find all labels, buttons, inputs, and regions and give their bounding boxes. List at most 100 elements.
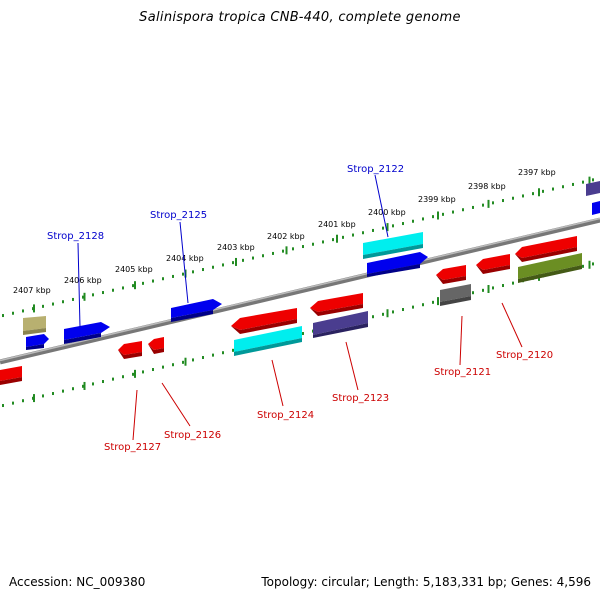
scale-dot <box>292 247 294 251</box>
gene-strop-2127[interactable] <box>118 341 142 355</box>
scale-dot <box>512 281 514 285</box>
scale-dot <box>82 384 84 388</box>
scale-dot <box>412 305 414 309</box>
gene-strop-2120[interactable] <box>518 253 582 279</box>
scale-dot <box>92 293 94 297</box>
scale-major-tick <box>538 188 540 197</box>
scale-dot <box>402 222 404 226</box>
scale-dot <box>122 375 124 379</box>
scale-dot <box>52 302 54 306</box>
scale-dot <box>172 274 174 278</box>
scale-dot <box>12 311 14 315</box>
scale-dot <box>332 238 334 242</box>
scale-dot <box>502 284 504 288</box>
accession-text: Accession: NC_009380 <box>9 575 146 589</box>
scale-major-tick <box>437 211 439 220</box>
gene-red[interactable] <box>231 308 297 330</box>
scale-major-tick <box>588 260 591 269</box>
scale-dot <box>482 288 484 292</box>
gene-red[interactable] <box>0 366 22 381</box>
scale-dot <box>512 196 514 200</box>
scale-dot <box>42 394 44 398</box>
gene-red[interactable] <box>310 293 363 312</box>
scale-dot <box>382 226 384 230</box>
scale-dot <box>152 279 154 283</box>
scale-dot <box>132 284 134 288</box>
gene-strop-2122[interactable] <box>363 232 423 255</box>
gene-label-strop-2125: Strop_2125 <box>150 210 207 221</box>
gene-strop-2126[interactable] <box>148 337 164 350</box>
gene-blue[interactable] <box>592 201 600 215</box>
scale-dot <box>422 303 424 307</box>
gene-blue[interactable] <box>26 334 49 347</box>
scale-dot <box>122 286 124 290</box>
scale-dot <box>182 272 184 276</box>
scale-dot <box>192 358 194 362</box>
scale-dot <box>192 270 194 274</box>
scale-dot <box>202 356 204 360</box>
scale-dot <box>562 185 564 189</box>
kbp-label: 2402 kbp <box>267 232 305 241</box>
scale-dot <box>142 370 144 374</box>
scale-dot <box>392 310 394 314</box>
scale-dot <box>212 353 214 357</box>
gene-label-strop-2121: Strop_2121 <box>434 367 491 378</box>
gene-khaki[interactable] <box>23 316 46 331</box>
scale-dot <box>2 404 4 408</box>
kbp-label: 2406 kbp <box>64 276 102 285</box>
kbp-label: 2401 kbp <box>318 220 356 229</box>
gene-red[interactable] <box>436 265 466 280</box>
scale-dot <box>302 332 304 336</box>
gene-label-strop-2127: Strop_2127 <box>104 442 161 453</box>
scale-dot <box>142 281 144 285</box>
gene-blue[interactable] <box>367 252 428 274</box>
scale-dot <box>2 314 4 318</box>
scale-dot <box>82 295 84 299</box>
gene-label-strop-2123: Strop_2123 <box>332 393 389 404</box>
scale-dot <box>232 348 234 352</box>
scale-dot <box>272 251 274 255</box>
scale-major-tick <box>134 369 136 378</box>
scale-dot <box>592 178 594 182</box>
scale-dot <box>282 249 284 253</box>
scale-track-top <box>2 176 594 318</box>
scale-dot <box>582 264 584 268</box>
scale-dot <box>232 261 234 265</box>
kbp-label: 2405 kbp <box>115 265 153 274</box>
scale-major-tick <box>487 199 490 208</box>
scale-dot <box>422 217 424 221</box>
gene-red[interactable] <box>515 236 577 258</box>
scale-major-tick <box>184 357 187 366</box>
scale-dot <box>582 180 584 184</box>
scale-dot <box>492 201 494 205</box>
scale-dot <box>492 286 494 290</box>
scale-dot <box>62 389 64 393</box>
scale-major-tick <box>33 394 35 403</box>
scale-dot <box>592 262 594 266</box>
gene-red[interactable] <box>476 254 510 270</box>
scale-major-tick <box>386 309 389 318</box>
gene-strop-2123[interactable] <box>313 311 368 335</box>
scale-dot <box>102 380 104 384</box>
gene-strop-2128[interactable] <box>64 322 110 340</box>
scale-dot <box>162 277 164 281</box>
scale-dot <box>572 182 574 186</box>
kbp-label: 2403 kbp <box>217 243 255 252</box>
gene-strop-2124[interactable] <box>234 326 302 352</box>
scale-dot <box>102 291 104 295</box>
gene-strop-2125[interactable] <box>171 299 222 318</box>
gene-slate[interactable] <box>586 181 600 196</box>
scale-major-tick <box>437 297 439 306</box>
scale-dot <box>482 203 484 207</box>
scale-dot <box>42 304 44 308</box>
scale-dot <box>22 309 24 313</box>
scale-dot <box>92 382 94 386</box>
scale-dot <box>312 242 314 246</box>
scale-dot <box>242 258 244 262</box>
scale-dot <box>372 228 374 232</box>
scale-dot <box>172 363 174 367</box>
scale-dot <box>72 387 74 391</box>
scale-dot <box>442 212 444 216</box>
scale-dot <box>532 192 534 196</box>
